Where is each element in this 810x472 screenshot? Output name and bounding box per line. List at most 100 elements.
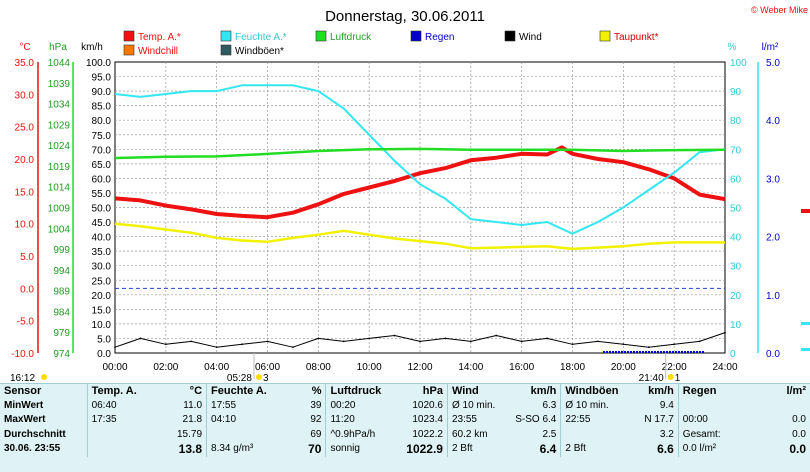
temp-value: 13.8 — [178, 442, 203, 457]
row-label: Durchschnitt — [4, 428, 66, 440]
row-label: MaxWert — [4, 414, 46, 426]
x-tick-label: 14:00 — [458, 362, 483, 373]
wind-point — [622, 343, 625, 346]
wind-tick-label: 80.0 — [92, 116, 112, 127]
temp-tick-label: 35.0 — [15, 58, 35, 69]
wind-point — [215, 346, 218, 349]
wind-point — [368, 337, 371, 340]
wind-bft: 2 Bft — [446, 442, 511, 457]
pressure-tick-label: 984 — [53, 307, 70, 318]
abs-humidity: 8.34 g/m³ — [206, 442, 284, 457]
sun-icon — [255, 374, 262, 380]
x-tick-label: 16:00 — [509, 362, 534, 373]
pressure-time: 00:20 — [325, 398, 397, 413]
humidity-tick-label: 60 — [730, 174, 742, 185]
temp-time: 17:35 — [86, 413, 164, 428]
x-tick-label: 22:00 — [662, 362, 687, 373]
wind-tick-label: 90.0 — [92, 87, 112, 98]
x-tick-label: 00:00 — [102, 362, 127, 373]
wind-point — [342, 340, 345, 343]
wind-point — [647, 346, 650, 349]
legend-swatch — [123, 44, 135, 56]
rain-value — [753, 399, 810, 414]
wind-point — [393, 334, 396, 337]
humidity-tick-label: 0 — [730, 349, 736, 360]
humidity-tick-label: 90 — [730, 87, 742, 98]
series-layer — [114, 84, 726, 353]
header-wind-unit: km/h — [530, 385, 557, 398]
header-pressure: Luftdruck — [325, 384, 397, 399]
grid — [115, 62, 725, 353]
header-rain: Regen — [677, 384, 754, 399]
wind-value: 6.3 — [542, 399, 557, 411]
header-humidity-unit: % — [311, 385, 322, 398]
sunset-time: 21:40 — [639, 373, 664, 383]
pressure-trend: ^0.9hPa/h — [325, 427, 397, 442]
humidity-value: 69 — [310, 428, 322, 440]
pressure-tick-label: 1004 — [48, 224, 71, 235]
stats-row-max: MaxWert 17:35 21.8 04:10 92 11:20 1023.4… — [0, 413, 810, 428]
sun-icon — [41, 374, 47, 380]
wind-tick-label: 100.0 — [86, 58, 111, 69]
pressure-tick-label: 989 — [53, 287, 70, 298]
legend-label: Feuchte A.* — [235, 32, 287, 43]
temp-tick-label: -5.0 — [17, 317, 35, 328]
rain-tick-label: 2.0 — [766, 233, 780, 244]
wind-point — [444, 337, 447, 340]
rain-tick-label: 5.0 — [766, 58, 780, 69]
rain-axis-unit: l/m² — [762, 42, 779, 53]
wind-value: 2.5 — [542, 428, 557, 440]
rain-tick-label: 3.0 — [766, 174, 780, 185]
sunset-mark: 1 — [675, 373, 681, 383]
sunrise-mark: 3 — [263, 373, 269, 383]
wind-point — [673, 343, 676, 346]
pressure-tick-label: 1024 — [48, 141, 71, 152]
temp-time: 06:40 — [86, 398, 164, 413]
current-time: 16:12 — [10, 373, 35, 383]
wind-axis-unit: km/h — [81, 42, 103, 53]
edge-mark — [801, 209, 810, 213]
humidity-tick-label: 30 — [730, 262, 742, 273]
pressure-tick-label: 974 — [53, 349, 70, 360]
wind-tick-label: 75.0 — [92, 131, 112, 142]
wind-tick-label: 60.0 — [92, 174, 112, 185]
temp-tick-label: 15.0 — [15, 187, 35, 198]
gust-value: 9.4 — [659, 399, 674, 411]
x-tick-label: 04:00 — [204, 362, 229, 373]
x-tick-label: 20:00 — [611, 362, 636, 373]
header-temp-unit: °C — [189, 385, 203, 398]
wind-point — [139, 337, 142, 340]
series-line — [114, 84, 726, 235]
gust-value: 6.6 — [657, 442, 674, 457]
temp-time — [86, 427, 164, 442]
wind-tick-label: 0.0 — [97, 349, 111, 360]
rain-desc: Gesamt: — [677, 427, 754, 442]
legend-swatch — [123, 30, 135, 42]
stats-row-average: Durchschnitt 15.79 69 ^0.9hPa/h 1022.2 6… — [0, 427, 810, 442]
wind-tick-label: 10.0 — [92, 320, 112, 331]
x-tick-label: 02:00 — [153, 362, 178, 373]
rain-value: 0.0 — [792, 414, 806, 426]
pressure-tick-label: 1029 — [48, 120, 71, 131]
pressure-tick-label: 1044 — [48, 58, 71, 69]
wind-tick-label: 30.0 — [92, 262, 112, 273]
wind-point — [114, 346, 116, 349]
pressure-value: 1022.2 — [412, 428, 443, 440]
edge-mark — [801, 322, 810, 325]
x-tick-label: 12:00 — [407, 362, 432, 373]
wind-point — [597, 340, 599, 343]
humidity-time: 17:55 — [206, 398, 284, 413]
header-humidity: Feuchte A. — [206, 384, 284, 399]
temp-tick-label: -10.0 — [11, 349, 34, 360]
temp-tick-label: 25.0 — [15, 123, 35, 134]
wind-desc: Ø 10 min. — [446, 398, 511, 413]
wind-point — [292, 346, 294, 349]
row-label: MinWert — [4, 399, 44, 411]
wind-point — [241, 343, 243, 346]
wind-point — [164, 343, 167, 346]
temp-time — [86, 442, 164, 457]
edge-marks — [801, 209, 810, 351]
rain-tick-label: 4.0 — [766, 116, 780, 127]
edge-mark — [801, 348, 810, 351]
header-pressure-unit: hPa — [422, 385, 443, 398]
